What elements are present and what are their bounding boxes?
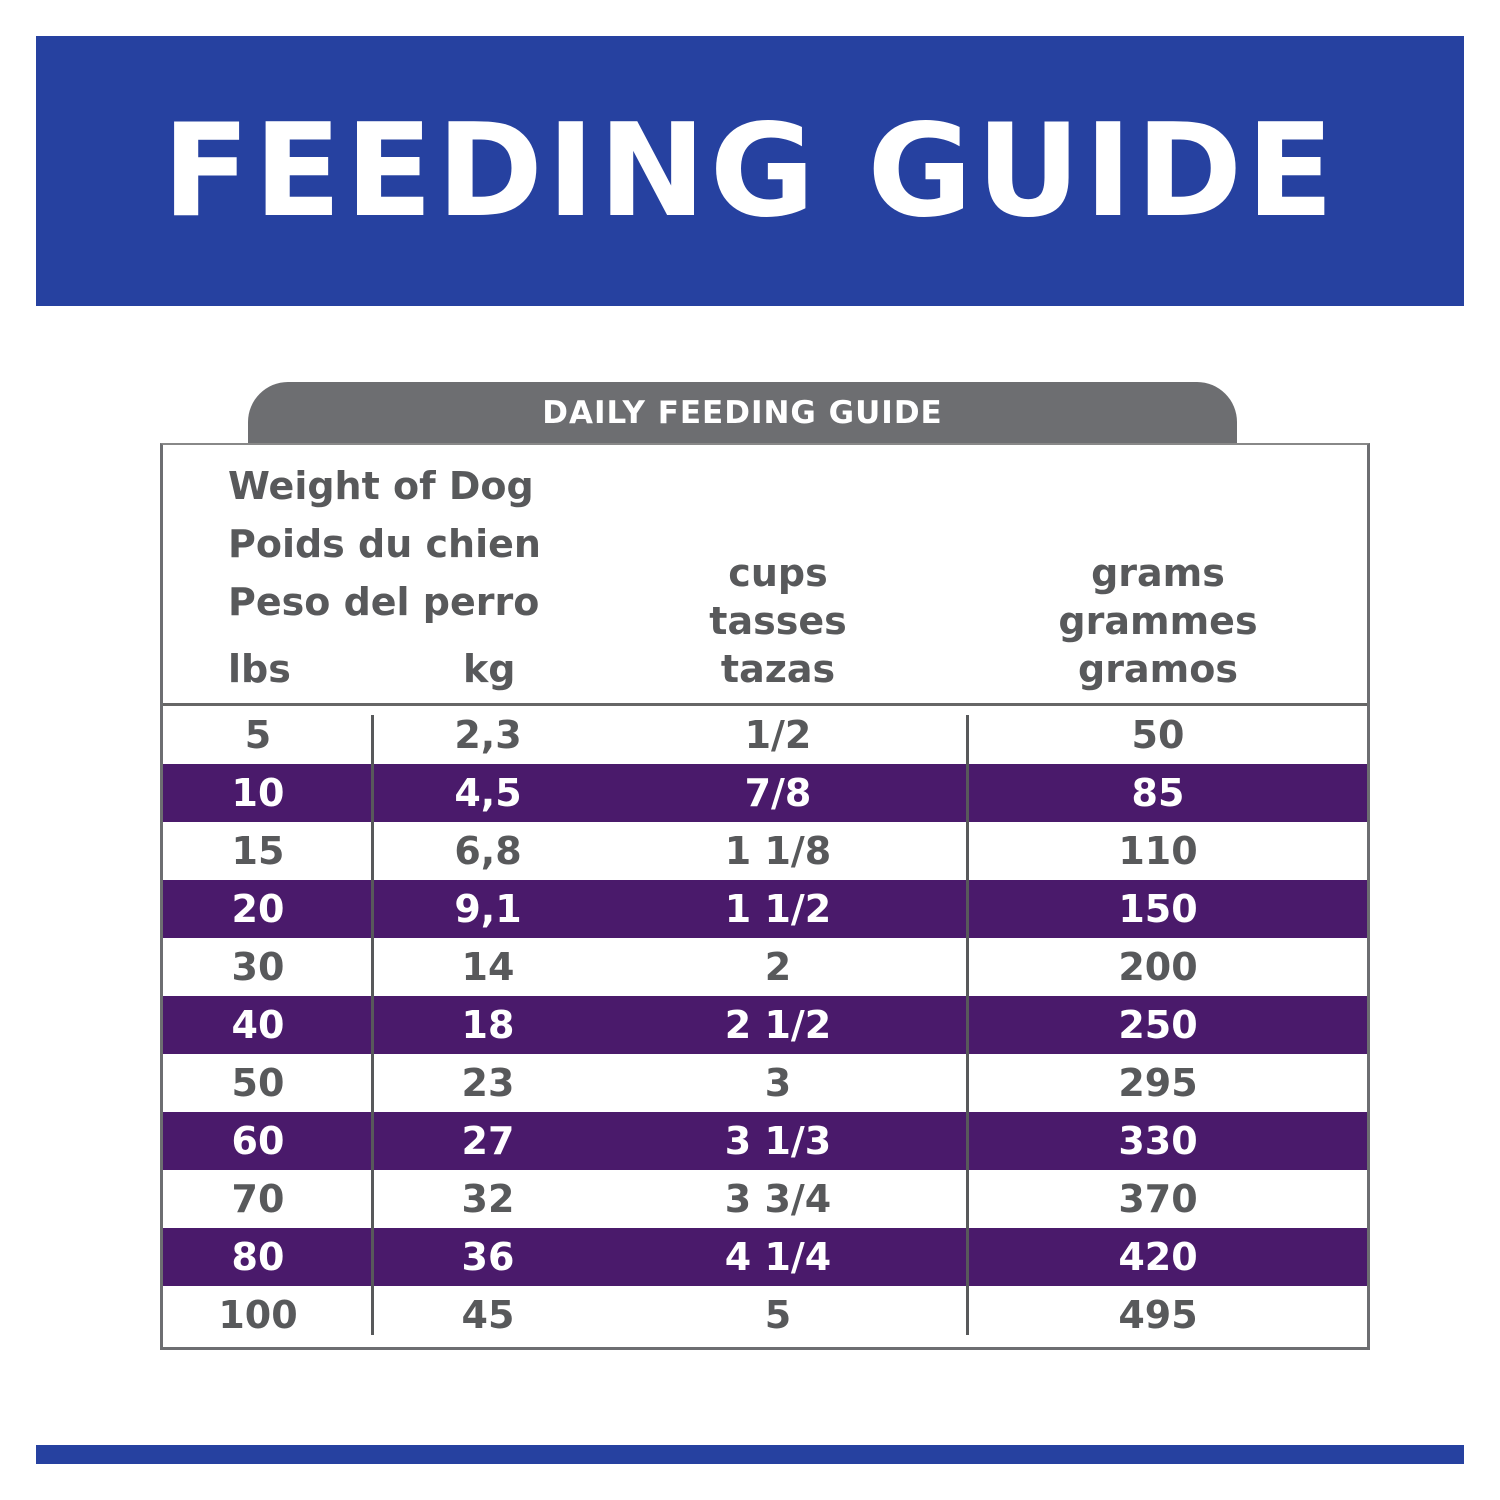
column-divider [966,715,969,1335]
table-row: 30 14 2 200 [163,938,1367,996]
cell-lbs: 30 [231,945,285,989]
table-row: 100 45 5 495 [163,1286,1367,1344]
cell-kg: 2,3 [454,713,522,757]
cell-kg: 45 [461,1293,515,1337]
header-lbs: lbs [228,647,291,691]
cell-kg: 14 [461,945,515,989]
table-row: 70 32 3 3/4 370 [163,1170,1367,1228]
cell-kg: 27 [461,1119,515,1163]
table-row: 80 36 4 1/4 420 [163,1228,1367,1286]
cell-kg: 36 [461,1235,515,1279]
cell-cups: 3 3/4 [724,1177,832,1221]
cell-lbs: 100 [218,1293,298,1337]
cell-kg: 9,1 [454,887,522,931]
table-tab-header: DAILY FEEDING GUIDE [248,382,1237,443]
cell-kg: 23 [461,1061,515,1105]
cell-lbs: 5 [244,713,272,757]
cell-lbs: 20 [231,887,285,931]
cell-grams: 250 [1118,1003,1198,1047]
cell-kg: 6,8 [454,829,522,873]
cell-lbs: 70 [231,1177,285,1221]
header-cups-fr: tasses [709,599,847,643]
cell-cups: 5 [764,1293,792,1337]
cell-lbs: 10 [231,771,285,815]
table-row: 20 9,1 1 1/2 150 [163,880,1367,938]
header-grams-fr: grammes [1058,599,1258,643]
cell-kg: 4,5 [454,771,522,815]
cell-lbs: 50 [231,1061,285,1105]
column-divider [371,715,374,1335]
cell-grams: 50 [1131,713,1185,757]
header-cups-es: tazas [720,647,836,691]
header-weight-en: Weight of Dog [228,464,534,508]
cell-grams: 420 [1118,1235,1198,1279]
bottom-bar [36,1445,1464,1464]
page-title: FEEDING GUIDE [162,96,1338,246]
title-banner: FEEDING GUIDE [36,36,1464,306]
cell-cups: 1/2 [744,713,812,757]
header-kg: kg [463,647,516,691]
cell-cups: 2 [764,945,792,989]
table-row: 60 27 3 1/3 330 [163,1112,1367,1170]
cell-lbs: 15 [231,829,285,873]
cell-cups: 3 1/3 [724,1119,832,1163]
table-row: 40 18 2 1/2 250 [163,996,1367,1054]
cell-lbs: 40 [231,1003,285,1047]
table-row: 50 23 3 295 [163,1054,1367,1112]
table-row: 5 2,3 1/2 50 [163,706,1367,764]
cell-cups: 3 [764,1061,792,1105]
cell-grams: 295 [1118,1061,1198,1105]
cell-lbs: 60 [231,1119,285,1163]
cell-grams: 330 [1118,1119,1198,1163]
table-row: 15 6,8 1 1/8 110 [163,822,1367,880]
cell-grams: 200 [1118,945,1198,989]
cell-grams: 110 [1118,829,1198,873]
cell-cups: 4 1/4 [724,1235,832,1279]
table-row: 10 4,5 7/8 85 [163,764,1367,822]
cell-cups: 7/8 [744,771,812,815]
header-weight-es: Peso del perro [228,580,540,624]
header-grams-es: gramos [1078,647,1238,691]
cell-cups: 2 1/2 [724,1003,832,1047]
cell-grams: 150 [1118,887,1198,931]
cell-grams: 370 [1118,1177,1198,1221]
cell-grams: 85 [1131,771,1185,815]
header-cups: cups tasses tazas [663,549,893,693]
header-grams-en: grams [1091,551,1225,595]
table-body: 5 2,3 1/2 50 10 4,5 7/8 85 15 6,8 1 1/8 110 20 9,1 1 1… [163,706,1367,1344]
cell-cups: 1 1/8 [724,829,832,873]
cell-kg: 32 [461,1177,515,1221]
cell-grams: 495 [1118,1293,1198,1337]
cell-cups: 1 1/2 [724,887,832,931]
header-cups-en: cups [728,551,828,595]
table-header: Weight of Dog Poids du chien Peso del pe… [163,445,1367,706]
header-weight-fr: Poids du chien [228,522,541,566]
feeding-table: Weight of Dog Poids du chien Peso del pe… [160,443,1370,1350]
cell-lbs: 80 [231,1235,285,1279]
header-grams: grams grammes gramos [1023,549,1293,693]
cell-kg: 18 [461,1003,515,1047]
